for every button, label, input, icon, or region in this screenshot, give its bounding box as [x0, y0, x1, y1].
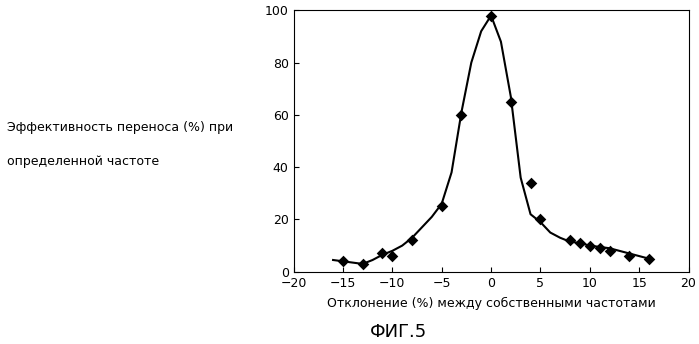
Point	[525, 180, 536, 186]
Point	[643, 256, 654, 261]
Point	[338, 259, 349, 264]
Point	[535, 217, 546, 222]
Point	[624, 253, 635, 259]
Point	[436, 204, 447, 209]
Text: Эффективность переноса (%) при: Эффективность переноса (%) при	[7, 121, 233, 134]
Point	[575, 240, 586, 246]
Point	[505, 99, 517, 105]
Point	[485, 13, 496, 18]
X-axis label: Отклонение (%) между собственными частотами: Отклонение (%) между собственными частот…	[326, 297, 656, 310]
Point	[357, 261, 368, 267]
Text: ФИГ.5: ФИГ.5	[370, 323, 427, 341]
Point	[604, 248, 615, 254]
Point	[456, 112, 467, 118]
Point	[594, 246, 605, 251]
Point	[377, 251, 388, 256]
Point	[564, 238, 575, 243]
Point	[406, 238, 417, 243]
Point	[584, 243, 596, 248]
Text: определенной частоте: определенной частоте	[7, 155, 159, 168]
Point	[387, 253, 398, 259]
